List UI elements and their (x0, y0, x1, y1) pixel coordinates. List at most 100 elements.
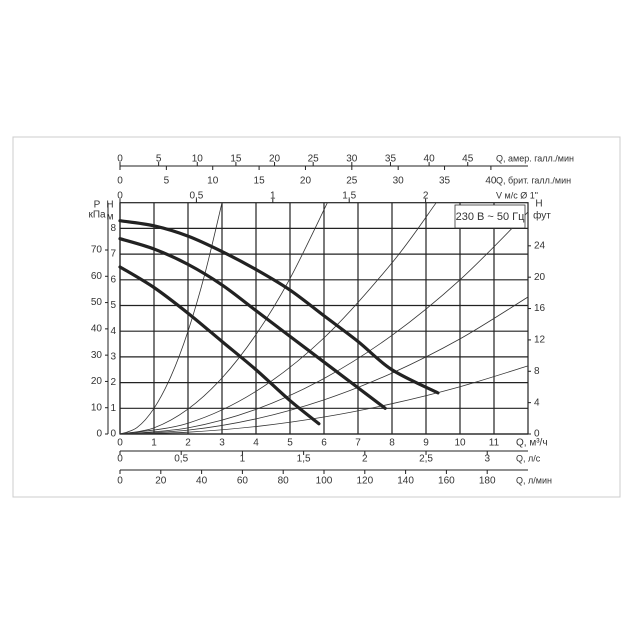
top-tick-label: 30 (393, 176, 405, 187)
y-tick-label: 8 (110, 223, 116, 234)
y-tick-label: 7 (110, 249, 116, 260)
y-tick-label: 5 (110, 300, 116, 311)
bottom-tick-label: 20 (155, 476, 167, 487)
x-tick-label: 2 (185, 438, 191, 449)
annotation-box (454, 204, 526, 229)
x-tick-label: 6 (321, 438, 327, 449)
top-tick-label: 10 (192, 154, 204, 165)
top-tick-label: 25 (346, 176, 358, 187)
top-tick-label: 0 (117, 154, 123, 165)
p-tick-label: 0 (96, 429, 102, 440)
system-curve (119, 202, 328, 435)
bottom-tick-label: 60 (237, 476, 249, 487)
bottom-tick-label: 1,5 (297, 454, 311, 465)
bottom-tick-label: 3 (484, 454, 490, 465)
bottom-tick-label: 0 (117, 476, 123, 487)
bottom-tick-label: 2 (362, 454, 368, 465)
ft-tick-label: 12 (534, 335, 546, 346)
top-tick-label: 40 (485, 176, 497, 187)
p-tick-label: 10 (91, 402, 103, 413)
x-tick-label: 4 (253, 438, 259, 449)
top-tick-label: 20 (300, 176, 312, 187)
x-tick-label: 3 (219, 438, 225, 449)
top-tick-label: 15 (230, 154, 242, 165)
top-axis-label: V м/с Ø 1" (496, 190, 538, 200)
pump-curve (118, 219, 440, 395)
bottom-tick-label: 140 (397, 476, 414, 487)
bottom-tick-label: 1 (240, 454, 246, 465)
top-tick-label: 25 (308, 154, 320, 165)
x-tick-label: 9 (423, 438, 429, 449)
bottom-tick-label: 0 (117, 454, 123, 465)
x-axis-label: Q, м³/ч (516, 438, 548, 449)
x-tick-label: 10 (454, 438, 466, 449)
top-tick-label: 45 (462, 154, 474, 165)
p-tick-label: 60 (91, 271, 103, 282)
plot-border (119, 202, 529, 435)
ft-tick-label: 4 (534, 397, 540, 408)
p-axis-unit: кПа (88, 210, 106, 221)
bottom-tick-label: 100 (316, 476, 333, 487)
top-tick-label: 0 (117, 191, 123, 202)
bottom-tick-label: 0,5 (174, 454, 188, 465)
top-axis-label: Q, брит. галл./мин (496, 175, 571, 185)
top-tick-label: 30 (346, 154, 358, 165)
top-tick-label: 5 (156, 154, 162, 165)
top-tick-label: 20 (269, 154, 281, 165)
top-tick-label: 0,5 (189, 191, 203, 202)
p-tick-label: 50 (91, 297, 103, 308)
p-tick-label: 70 (91, 245, 103, 256)
bottom-tick-label: 120 (356, 476, 373, 487)
p-tick-label: 20 (91, 376, 103, 387)
x-tick-label: 11 (489, 438, 500, 449)
ft-tick-label: 20 (534, 272, 546, 283)
ft-axis-label: H (535, 199, 542, 210)
pump-curve (118, 237, 387, 410)
p-axis-label: P (94, 200, 101, 211)
x-tick-label: 0 (117, 438, 123, 449)
ft-tick-label: 16 (534, 303, 546, 314)
system-curve (119, 211, 529, 435)
ft-tick-label: 0 (534, 429, 540, 440)
top-axis-label: Q, амер. галл./мин (496, 153, 574, 163)
top-tick-label: 0 (117, 176, 123, 187)
annotation: 230 В ~ 50 Гц (456, 211, 526, 223)
x-tick-label: 1 (151, 438, 157, 449)
p-tick-label: 40 (91, 324, 103, 335)
bottom-axis-label: Q, л/с (516, 453, 541, 463)
y-axis-label: H (106, 200, 113, 211)
y-axis-unit: м (107, 212, 114, 223)
top-tick-label: 2 (423, 191, 429, 202)
top-tick-label: 35 (385, 154, 397, 165)
ft-tick-label: 8 (534, 366, 540, 377)
y-tick-label: 6 (110, 274, 116, 285)
ft-tick-label: 24 (534, 240, 546, 251)
y-tick-label: 4 (110, 326, 116, 337)
y-tick-label: 0 (110, 429, 116, 440)
top-tick-label: 10 (207, 176, 219, 187)
p-tick-label: 30 (91, 350, 103, 361)
bottom-tick-label: 180 (479, 476, 496, 487)
top-tick-label: 15 (254, 176, 266, 187)
bottom-axis-label: Q, л/мин (516, 475, 552, 485)
y-tick-label: 1 (110, 403, 116, 414)
top-tick-label: 5 (164, 176, 170, 187)
system-curve (119, 365, 529, 435)
ft-axis-unit: фут (533, 210, 551, 222)
bottom-tick-label: 80 (278, 476, 290, 487)
y-tick-label: 2 (110, 377, 116, 388)
x-tick-label: 8 (389, 438, 395, 449)
bottom-tick-label: 2,5 (419, 454, 433, 465)
y-tick-label: 3 (110, 352, 116, 363)
bottom-tick-label: 40 (196, 476, 208, 487)
system-curve (119, 296, 529, 435)
pump-curve (118, 265, 321, 426)
top-tick-label: 1,5 (342, 191, 356, 202)
frame (12, 136, 621, 498)
system-curve (119, 202, 223, 435)
top-tick-label: 35 (439, 176, 451, 187)
top-tick-label: 1 (270, 191, 276, 202)
top-tick-label: 40 (424, 154, 436, 165)
